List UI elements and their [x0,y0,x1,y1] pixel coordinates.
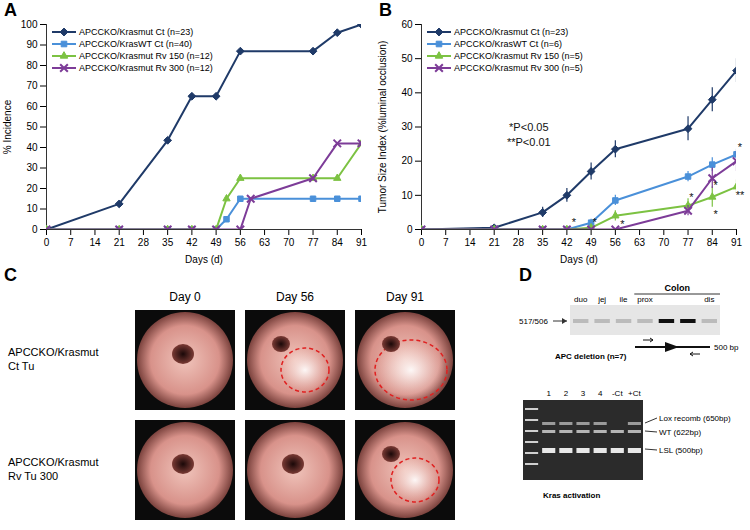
svg-text:50: 50 [26,121,38,132]
svg-text:7: 7 [68,237,74,248]
svg-text:10: 10 [401,190,413,201]
svg-text:Kras activation: Kras activation [543,491,600,500]
svg-text:Colon: Colon [664,283,690,293]
svg-text:2: 2 [564,389,569,398]
html-text:D: D [519,265,532,285]
svg-text:**: ** [736,189,745,201]
svg-text:49: 49 [586,237,598,248]
svg-text:*: * [592,216,597,228]
svg-text:WT (622bp): WT (622bp) [659,428,701,437]
svg-text:21: 21 [489,237,501,248]
svg-text:jej: jej [597,295,606,304]
svg-text:80: 80 [26,60,38,71]
svg-text:28: 28 [138,237,150,248]
svg-text:20: 20 [26,183,38,194]
svg-text:+Ct: +Ct [628,389,641,398]
svg-text:*: * [689,191,694,203]
svg-text:49: 49 [211,237,223,248]
svg-text:**P<0.01: **P<0.01 [507,136,551,148]
svg-text:40: 40 [26,142,38,153]
svg-text:70: 70 [283,237,295,248]
html-text:APCCKO/Krasmut Ct (n=23): APCCKO/Krasmut Ct (n=23) [79,27,194,37]
html-text:APCCKO/Krasmut Ct (n=23): APCCKO/Krasmut Ct (n=23) [454,27,569,37]
svg-text:100: 100 [21,19,38,30]
svg-text:28: 28 [513,237,525,248]
svg-text:0: 0 [407,224,413,235]
svg-text:Days (d): Days (d) [185,254,223,265]
svg-text:70: 70 [26,80,38,91]
svg-text:500 bp: 500 bp [714,343,739,352]
html-text:APCCKO/Krasmut Rv 300 (n=5): APCCKO/Krasmut Rv 300 (n=5) [454,63,583,73]
svg-text:*P<0.05: *P<0.05 [509,121,548,133]
svg-text:42: 42 [561,237,573,248]
svg-text:APCCKO/Krasmut: APCCKO/Krasmut [8,456,98,468]
html-text:A: A [4,0,17,20]
svg-text:*: * [620,218,625,230]
svg-text:APC deletion (n=7): APC deletion (n=7) [555,352,627,361]
svg-text:1: 1 [546,389,551,398]
svg-text:Day 91: Day 91 [386,290,424,304]
html-text:APCCKO/Krasmut Rv 150 (n=12): APCCKO/Krasmut Rv 150 (n=12) [79,51,213,61]
svg-text:84: 84 [332,237,344,248]
svg-text:14: 14 [464,237,476,248]
svg-text:77: 77 [682,237,694,248]
svg-text:21: 21 [114,237,126,248]
html-text:APCCKO/Krasmut Rv 300 (n=12): APCCKO/Krasmut Rv 300 (n=12) [79,63,213,73]
svg-text:0: 0 [32,224,38,235]
svg-text:Day 0: Day 0 [169,290,201,304]
svg-text:91: 91 [356,237,368,248]
svg-text:prox: prox [637,295,653,304]
svg-text:30: 30 [401,121,413,132]
svg-text:90: 90 [26,39,38,50]
svg-text:Tumor Size Index (%luminal occ: Tumor Size Index (%luminal occlusion) [377,41,388,213]
svg-text:-Ct: -Ct [612,389,623,398]
svg-text:LSL (500bp): LSL (500bp) [659,446,703,455]
svg-text:77: 77 [307,237,319,248]
svg-text:dis: dis [704,295,714,304]
svg-text:Ct Tu: Ct Tu [8,360,34,372]
svg-text:30: 30 [26,162,38,173]
svg-text:40: 40 [401,87,413,98]
svg-text:20: 20 [401,155,413,166]
svg-text:56: 56 [610,237,622,248]
svg-text:Rv Tu 300: Rv Tu 300 [8,470,58,482]
svg-text:35: 35 [537,237,549,248]
svg-text:APCCKO/Krasmut: APCCKO/Krasmut [8,346,98,358]
svg-text:0: 0 [419,237,425,248]
html-text:APCCKO/KrasWT Ct (n=40): APCCKO/KrasWT Ct (n=40) [79,39,193,49]
svg-text:35: 35 [162,237,174,248]
svg-text:ile: ile [620,295,629,304]
svg-text:*: * [714,179,719,191]
svg-text:Lox recomb (650bp): Lox recomb (650bp) [659,414,731,423]
html-text:APCCKO/Krasmut Rv 150 (n=5): APCCKO/Krasmut Rv 150 (n=5) [454,51,583,61]
svg-text:% Incidence: % Incidence [2,99,13,154]
svg-text:Day 56: Day 56 [276,290,314,304]
svg-text:0: 0 [44,237,50,248]
svg-text:56: 56 [235,237,247,248]
svg-text:60: 60 [26,101,38,112]
svg-text:91: 91 [731,237,743,248]
svg-text:*: * [738,141,743,153]
svg-text:63: 63 [634,237,646,248]
html-text:C: C [4,265,17,285]
svg-text:*: * [572,216,577,228]
svg-text:70: 70 [658,237,670,248]
svg-text:*: * [714,208,719,220]
svg-text:63: 63 [259,237,271,248]
svg-text:50: 50 [401,53,413,64]
svg-text:14: 14 [89,237,101,248]
svg-text:4: 4 [598,389,603,398]
svg-text:84: 84 [707,237,719,248]
svg-text:42: 42 [186,237,198,248]
svg-text:60: 60 [401,19,413,30]
html-text:B: B [379,0,392,20]
svg-text:Days (d): Days (d) [560,254,598,265]
svg-text:517/506: 517/506 [519,317,548,326]
svg-text:7: 7 [443,237,449,248]
svg-text:10: 10 [26,203,38,214]
svg-text:3: 3 [581,389,586,398]
html-text:APCCKO/KrasWT Ct (n=6): APCCKO/KrasWT Ct (n=6) [454,39,563,49]
svg-text:duo: duo [574,295,588,304]
